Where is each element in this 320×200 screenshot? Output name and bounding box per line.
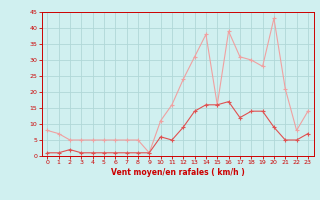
X-axis label: Vent moyen/en rafales ( km/h ): Vent moyen/en rafales ( km/h ) [111, 168, 244, 177]
